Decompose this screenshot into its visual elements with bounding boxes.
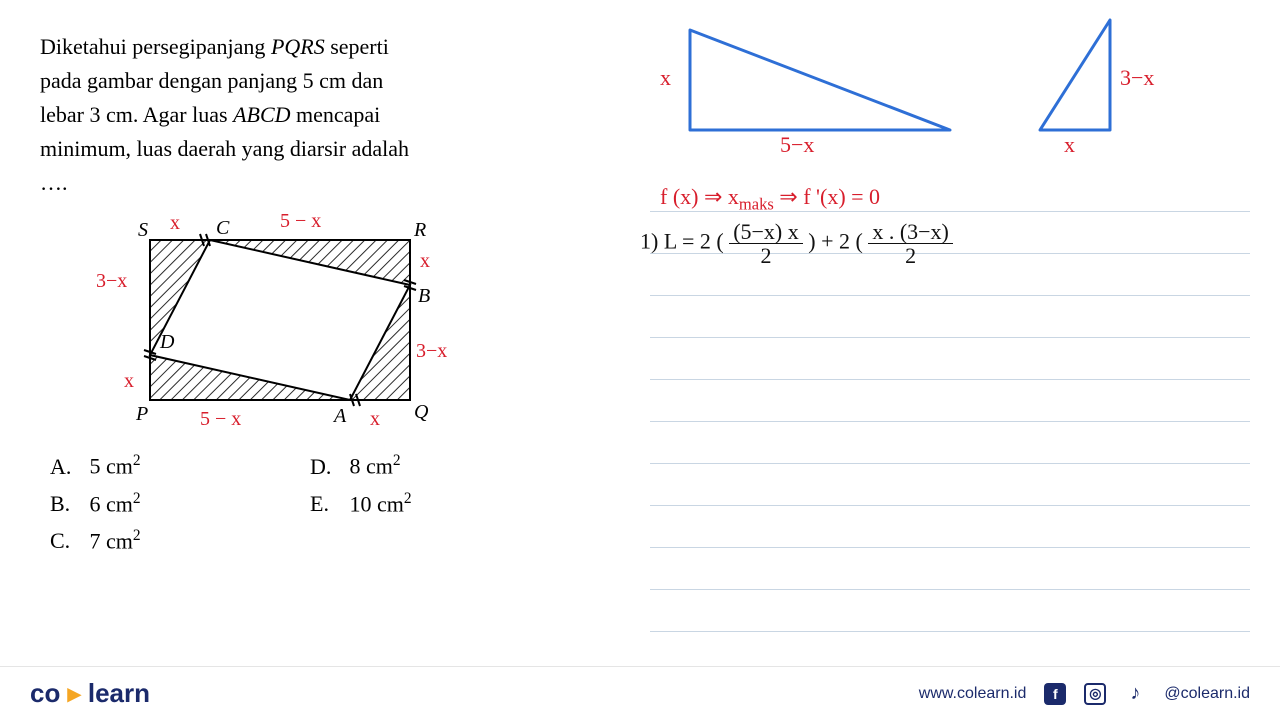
notes-panel: x 5−x 3−x x f (x) ⇒ xmaks ⇒ f '(x) = 0 1… (650, 10, 1250, 650)
option-b-text: 6 cm (90, 491, 133, 516)
ruled-notepad: f (x) ⇒ xmaks ⇒ f '(x) = 0 1) L = 2 ( (5… (650, 170, 1250, 650)
pt-1b: seperti (325, 34, 389, 59)
option-c: C. 7 cm2 (50, 527, 270, 554)
footer-handle: @colearn.id (1164, 685, 1250, 703)
option-e-label: E. (310, 491, 344, 517)
note2-frac2: x . (3−x) 2 (868, 220, 953, 267)
option-b-label: B. (50, 491, 84, 517)
pt-2: pada gambar dengan panjang 5 cm dan (40, 68, 383, 93)
pt-4: minimum, luas daerah yang diarsir adalah (40, 136, 409, 161)
note2-frac1-num: (5−x) x (729, 220, 803, 244)
note2-prefix: 1) L = 2 ( (640, 229, 724, 254)
option-d-sup: 2 (393, 452, 401, 469)
option-d-text: 8 cm (350, 454, 393, 479)
note2-frac2-den: 2 (868, 244, 953, 267)
lbl-Q: Q (414, 401, 429, 423)
footer-right: www.colearn.id f ◎ ♪ @colearn.id (919, 683, 1250, 705)
ann-left-x: x (124, 370, 134, 393)
lbl-R: R (413, 219, 426, 241)
lbl-P: P (135, 403, 148, 425)
note1-a: f (x) ⇒ x (660, 184, 739, 209)
lbl-S: S (138, 219, 148, 241)
option-b-sup: 2 (133, 490, 141, 507)
pt-var1: PQRS (271, 34, 325, 59)
pt-3: lebar 3 cm. Agar luas (40, 102, 233, 127)
note2-mid: ) + 2 ( (808, 229, 863, 254)
note2-frac1: (5−x) x 2 (729, 220, 803, 267)
option-c-label: C. (50, 528, 84, 554)
option-d-label: D. (310, 454, 344, 480)
ann-right-x: x (420, 250, 430, 273)
brand-caret: ▸ (60, 678, 88, 708)
note1-b: ⇒ f '(x) = 0 (774, 184, 880, 209)
pt-3b: mencapai (291, 102, 381, 127)
footer-bar: co ▸ learn www.colearn.id f ◎ ♪ @colearn… (0, 666, 1280, 720)
problem-panel: Diketahui persegipanjang PQRS seperti pa… (40, 30, 600, 554)
option-a: A. 5 cm2 (50, 452, 270, 479)
pt-var2: ABCD (233, 102, 290, 127)
option-c-sup: 2 (133, 527, 141, 544)
tri2-3mx: 3−x (1120, 65, 1154, 91)
figure-svg: S C R B Q A P D (100, 210, 460, 440)
tiktok-icon: ♪ (1124, 683, 1146, 705)
tri2-x: x (1064, 132, 1075, 158)
note1-sub: maks (739, 194, 774, 213)
note-line-2: 1) L = 2 ( (5−x) x 2 ) + 2 ( x . (3−x) 2 (640, 220, 953, 267)
ann-bot-x: x (370, 408, 380, 431)
option-d: D. 8 cm2 (310, 452, 530, 479)
lbl-B: B (418, 285, 430, 307)
note2-frac1-den: 2 (729, 244, 803, 267)
pt-5: …. (40, 170, 68, 195)
pt-1: Diketahui persegipanjang (40, 34, 271, 59)
ann-top-x: x (170, 212, 180, 235)
option-e: E. 10 cm2 (310, 490, 530, 517)
instagram-icon: ◎ (1084, 683, 1106, 705)
option-a-sup: 2 (133, 452, 141, 469)
lbl-D: D (159, 331, 175, 353)
brand-a: co (30, 678, 60, 708)
ann-left-3mx: 3−x (96, 270, 127, 293)
answer-options: A. 5 cm2 D. 8 cm2 B. 6 cm2 E. 10 cm2 C. … (50, 452, 600, 554)
lbl-A: A (332, 405, 347, 427)
ann-right-3mx: 3−x (416, 340, 447, 363)
sketch-triangles: x 5−x 3−x x (650, 10, 1210, 160)
option-c-text: 7 cm (90, 528, 133, 553)
ann-bot-5mx: 5 − x (200, 408, 241, 431)
option-a-label: A. (50, 454, 84, 480)
option-a-text: 5 cm (90, 454, 133, 479)
facebook-icon: f (1044, 683, 1066, 705)
note-line-1: f (x) ⇒ xmaks ⇒ f '(x) = 0 (660, 184, 880, 214)
note2-frac2-num: x . (3−x) (868, 220, 953, 244)
option-e-sup: 2 (404, 490, 412, 507)
problem-text: Diketahui persegipanjang PQRS seperti pa… (40, 30, 600, 200)
tri1-x: x (660, 65, 671, 91)
tri1-5mx: 5−x (780, 132, 814, 158)
footer-url: www.colearn.id (919, 685, 1027, 703)
option-b: B. 6 cm2 (50, 490, 270, 517)
option-e-text: 10 cm (350, 491, 404, 516)
brand-logo: co ▸ learn (30, 678, 150, 709)
problem-figure: S C R B Q A P D x 5 − x 3−x x x 3−x 5 − … (100, 210, 460, 440)
lbl-C: C (216, 217, 230, 239)
ann-top-5mx: 5 − x (280, 210, 321, 233)
brand-b: learn (88, 678, 150, 708)
